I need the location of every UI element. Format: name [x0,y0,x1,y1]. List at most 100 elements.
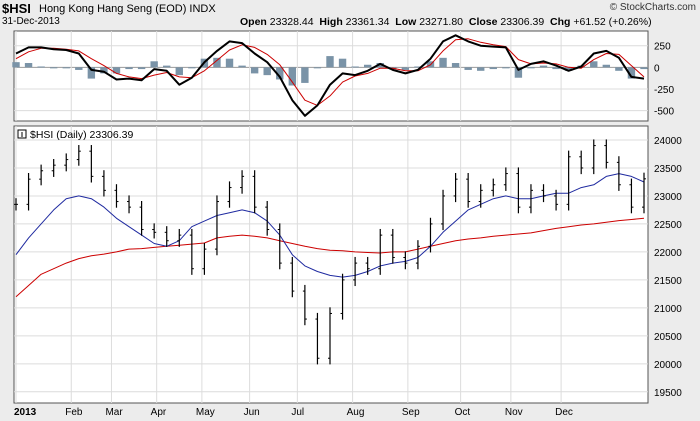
price-bar [591,139,596,175]
histogram-bar [175,67,183,76]
open-label: Open [240,16,267,28]
quote-date: 31-Dec-2013 [2,16,60,27]
price-bar [466,173,471,208]
price-bar [516,167,521,214]
histogram-bar [514,67,523,78]
x-tick-label: Oct [455,407,471,418]
price-bar [616,156,621,191]
price-bar [252,170,257,214]
price-bar [453,173,458,203]
histogram-bar [351,66,359,68]
price-tick-label: 20500 [654,332,682,343]
histogram-bar [24,63,33,68]
histogram-bar [49,67,58,69]
x-tick-label: Mar [105,407,123,418]
histogram-bar [527,67,535,69]
signal-line [15,38,645,106]
x-axis-labels: 2013 Feb Mar Apr May Jun Jul Aug Sep Oct Nov Dec [14,407,573,418]
price-tick-label: 24000 [654,136,682,147]
histogram-bar [37,66,45,68]
y-axis-labels: 250 0 -250 -500 24000 23500 23000 22500 22000 215… [654,42,682,399]
price-bar [139,200,144,236]
histogram-bar [163,65,171,68]
histogram-bar [326,56,334,68]
price-bar [76,145,81,166]
open-value: 23328.44 [269,16,314,28]
histogram-bar [539,65,548,68]
price-bar [503,167,508,191]
momentum-tick-label: 250 [654,42,671,53]
price-bar [566,150,571,211]
x-tick-label: Apr [151,407,167,418]
price-bar [189,228,194,275]
low-label: Low [395,16,417,28]
histogram-bar [125,67,133,70]
histogram-bar [238,65,246,68]
price-bar [328,307,332,365]
price-bar [415,240,420,270]
histogram-bar [401,67,410,70]
price-bar [277,223,282,270]
x-tick-label: Sep [402,407,420,418]
price-tick-label: 23000 [654,192,682,203]
price-bar [101,170,106,197]
histogram-bar [188,67,196,69]
price-gridlines [14,126,648,403]
histogram-bar [87,67,96,79]
histogram-bar [276,67,284,80]
histogram-bar [213,57,221,68]
momentum-tick-label: -250 [654,85,674,96]
price-legend-text: $HSI (Daily) 23306.39 [30,129,133,141]
stockcharts-logo: © StockCharts.com [609,2,696,13]
histogram-bar [301,67,309,83]
macd-line [15,34,645,117]
histogram-bar [602,64,611,68]
quote-line: Open 23328.44 High 23361.34 Low 23271.80… [240,16,652,28]
price-tick-label: 23500 [654,164,682,175]
histogram-bar [100,67,108,74]
x-tick-label: Dec [555,407,573,418]
histogram-bar [376,63,384,68]
price-bar [528,184,533,214]
histogram-bar [552,67,560,70]
price-tick-label: 20000 [654,360,682,371]
momentum-tick-label: 0 [654,63,660,74]
price-legend: $HSI (Daily) 23306.39 [17,129,133,141]
price-bar [491,178,496,197]
histogram-bar [477,67,485,71]
price-bar [89,145,94,183]
histogram-bar [288,67,297,86]
high-label: High [319,16,343,28]
price-bar [604,139,609,169]
histogram-bar [564,67,573,71]
price-bar [164,226,169,247]
histogram-bar [451,63,460,68]
price-bar [390,228,395,264]
close-value: 23306.39 [500,16,545,28]
histogram-bar [12,62,20,68]
histogram-bar [250,67,259,74]
price-bar [315,312,320,365]
symbol-title: $HSI [2,1,31,16]
histogram-bar [75,67,83,70]
histogram-bar [439,57,447,68]
price-tick-label: 19500 [654,388,682,399]
price-bar [114,184,119,208]
price-bar [579,150,584,175]
price-bar [64,153,69,172]
price-bar [177,228,182,247]
histogram-bar [137,67,146,70]
price-bar [202,242,207,275]
price-tick-label: 22000 [654,248,682,259]
price-bar [127,195,132,214]
price-bar [39,164,44,186]
price-bar [340,273,345,320]
histogram-bar [313,67,322,69]
histogram-bar [363,64,372,68]
histogram-bar [464,67,472,70]
histogram-bar [112,67,121,74]
price-bar [441,189,446,231]
price-bar [26,173,31,211]
